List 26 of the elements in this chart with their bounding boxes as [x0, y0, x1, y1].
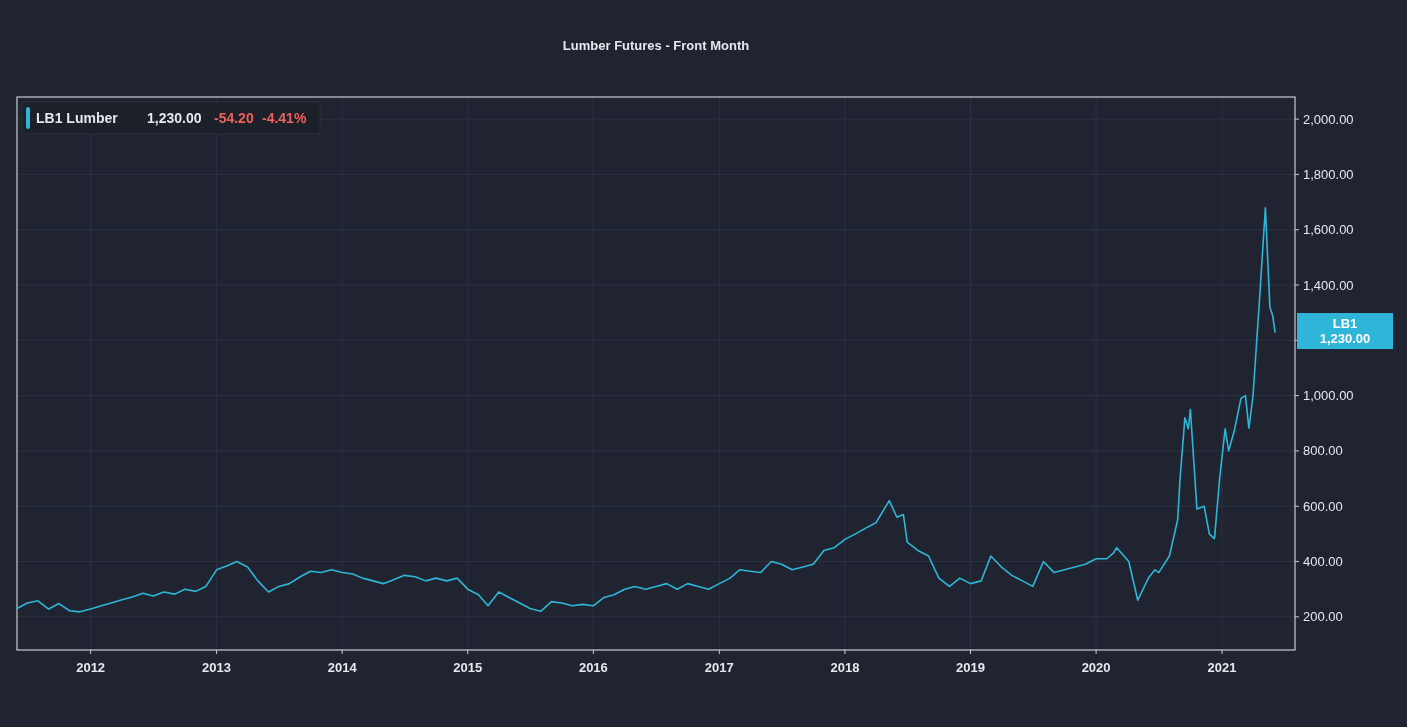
annotation: -54.20: [214, 110, 254, 126]
y-tick-label: 600.00: [1303, 498, 1343, 514]
chart-title: Lumber Futures - Front Month: [562, 38, 750, 53]
legend-label: LB1 Lumber: [36, 110, 119, 126]
annotation: 1,230.00: [147, 110, 202, 126]
x-tick-label: 2015: [453, 660, 483, 675]
x-tick-label: 2018: [830, 660, 860, 675]
x-tick-label: 2012: [76, 660, 106, 675]
x-tick-label: 2020: [1081, 660, 1111, 675]
x-tick-label: 2019: [956, 660, 985, 675]
y-tick-label: 1,600.00: [1303, 222, 1354, 238]
y-tick-label: 400.00: [1303, 554, 1343, 570]
x-tick-label: 2013: [202, 660, 232, 675]
annotation: -4.41%: [262, 110, 307, 126]
x-tick-label: 2016: [578, 660, 608, 675]
y-tick-label: 1,800.00: [1303, 166, 1354, 182]
y-tick-label: 800.00: [1303, 443, 1343, 459]
text: LB1 1,230.00: [1319, 316, 1371, 347]
x-tick-label: 2014: [327, 660, 358, 675]
y-tick-label: 2,000.00: [1303, 111, 1354, 127]
x-tick-label: 2017: [704, 660, 734, 675]
y-tick-label: 1,400.00: [1303, 277, 1354, 293]
y-tick-label: 1,000.00: [1303, 388, 1354, 404]
x-tick-label: 2021: [1207, 660, 1237, 675]
y-tick-label: 200.00: [1303, 609, 1343, 625]
line-series: [16, 207, 1276, 613]
